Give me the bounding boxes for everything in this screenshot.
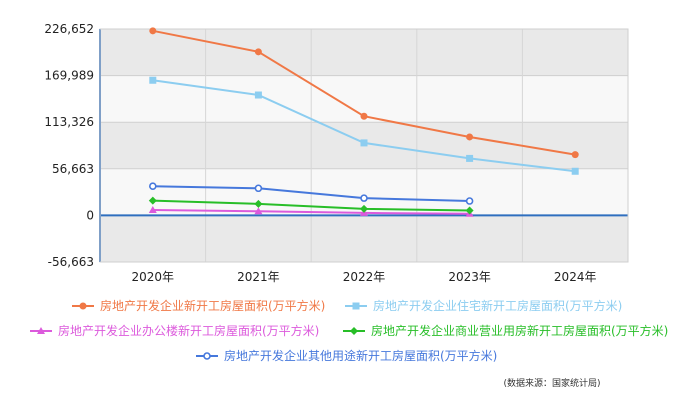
data-point bbox=[465, 197, 474, 205]
legend-item-3: 房地产开发企业办公楼新开工房屋面积(万平方米) bbox=[30, 323, 319, 338]
plot-background bbox=[100, 29, 628, 262]
series-line bbox=[152, 199, 470, 212]
series-2 bbox=[149, 76, 579, 175]
legend-item-5: 房地产开发企业其他用途新开工房屋面积(万平方米) bbox=[196, 348, 497, 363]
data-point bbox=[254, 48, 262, 56]
data-point bbox=[360, 204, 368, 213]
data-point bbox=[148, 196, 157, 205]
legend-marker bbox=[350, 327, 358, 335]
legend-marker bbox=[79, 302, 87, 310]
y-tick-label: 226,652 bbox=[44, 22, 94, 36]
x-tick-label: 2020年 bbox=[132, 270, 175, 284]
series-5 bbox=[149, 182, 474, 205]
x-axis-ticks: 2020年 2021年 2022年 2023年 2024年 bbox=[132, 270, 597, 284]
x-tick-label: 2021年 bbox=[237, 270, 280, 284]
x-tick-label: 2023年 bbox=[448, 270, 491, 284]
legend-label: 房地产开发企业住宅新开工房屋面积(万平方米) bbox=[373, 298, 622, 313]
legend-item-1: 房地产开发企业新开工房屋面积(万平方米) bbox=[72, 298, 325, 313]
data-point bbox=[149, 182, 157, 191]
y-axis-ticks: 226,652 169,989 113,326 56,663 0 -56,663 bbox=[44, 22, 94, 269]
data-point bbox=[360, 112, 368, 120]
data-point bbox=[254, 207, 263, 215]
data-point bbox=[254, 184, 263, 193]
series-line bbox=[152, 209, 470, 215]
legend-marker bbox=[352, 302, 360, 310]
data-point bbox=[465, 206, 474, 215]
data-point bbox=[149, 76, 157, 84]
legend-marker bbox=[37, 327, 45, 334]
legend: 房地产开发企业新开工房屋面积(万平方米) 房地产开发企业住宅新开工房屋面积(万平方… bbox=[30, 298, 668, 363]
data-point bbox=[254, 199, 263, 208]
series-line bbox=[152, 185, 470, 203]
plot-border bbox=[99, 28, 629, 263]
legend-item-2: 房地产开发企业住宅新开工房屋面积(万平方米) bbox=[345, 298, 622, 313]
data-point bbox=[254, 91, 262, 99]
data-point bbox=[360, 139, 368, 147]
plot-band bbox=[100, 215, 628, 262]
data-point bbox=[466, 154, 474, 162]
data-point bbox=[148, 206, 157, 214]
x-tick-label: 2024年 bbox=[554, 270, 597, 284]
legend-label: 房地产开发企业商业营业用房新开工房屋面积(万平方米) bbox=[371, 323, 668, 338]
data-point bbox=[466, 133, 474, 141]
series-1 bbox=[149, 27, 579, 159]
legend-marker bbox=[203, 352, 211, 360]
x-tick-label: 2022年 bbox=[343, 270, 386, 284]
data-point bbox=[571, 151, 579, 159]
y-tick-label: -56,663 bbox=[48, 255, 94, 269]
y-tick-label: 169,989 bbox=[44, 69, 94, 83]
data-point bbox=[360, 194, 368, 202]
source-note: (数据来源：国家统计局) bbox=[503, 377, 600, 389]
plot-band bbox=[100, 29, 628, 76]
legend-label: 房地产开发企业办公楼新开工房屋面积(万平方米) bbox=[58, 323, 319, 338]
legend-label: 房地产开发企业新开工房屋面积(万平方米) bbox=[100, 298, 325, 313]
y-tick-label: 56,663 bbox=[52, 162, 94, 176]
legend-label: 房地产开发企业其他用途新开工房屋面积(万平方米) bbox=[224, 348, 497, 363]
legend-item-4: 房地产开发企业商业营业用房新开工房屋面积(万平方米) bbox=[343, 323, 668, 338]
series-lines bbox=[148, 27, 579, 217]
data-point bbox=[571, 167, 579, 175]
y-tick-label: 0 bbox=[86, 208, 94, 222]
series-4 bbox=[148, 196, 474, 215]
y-tick-label: 113,326 bbox=[44, 115, 94, 129]
data-point bbox=[149, 27, 157, 35]
